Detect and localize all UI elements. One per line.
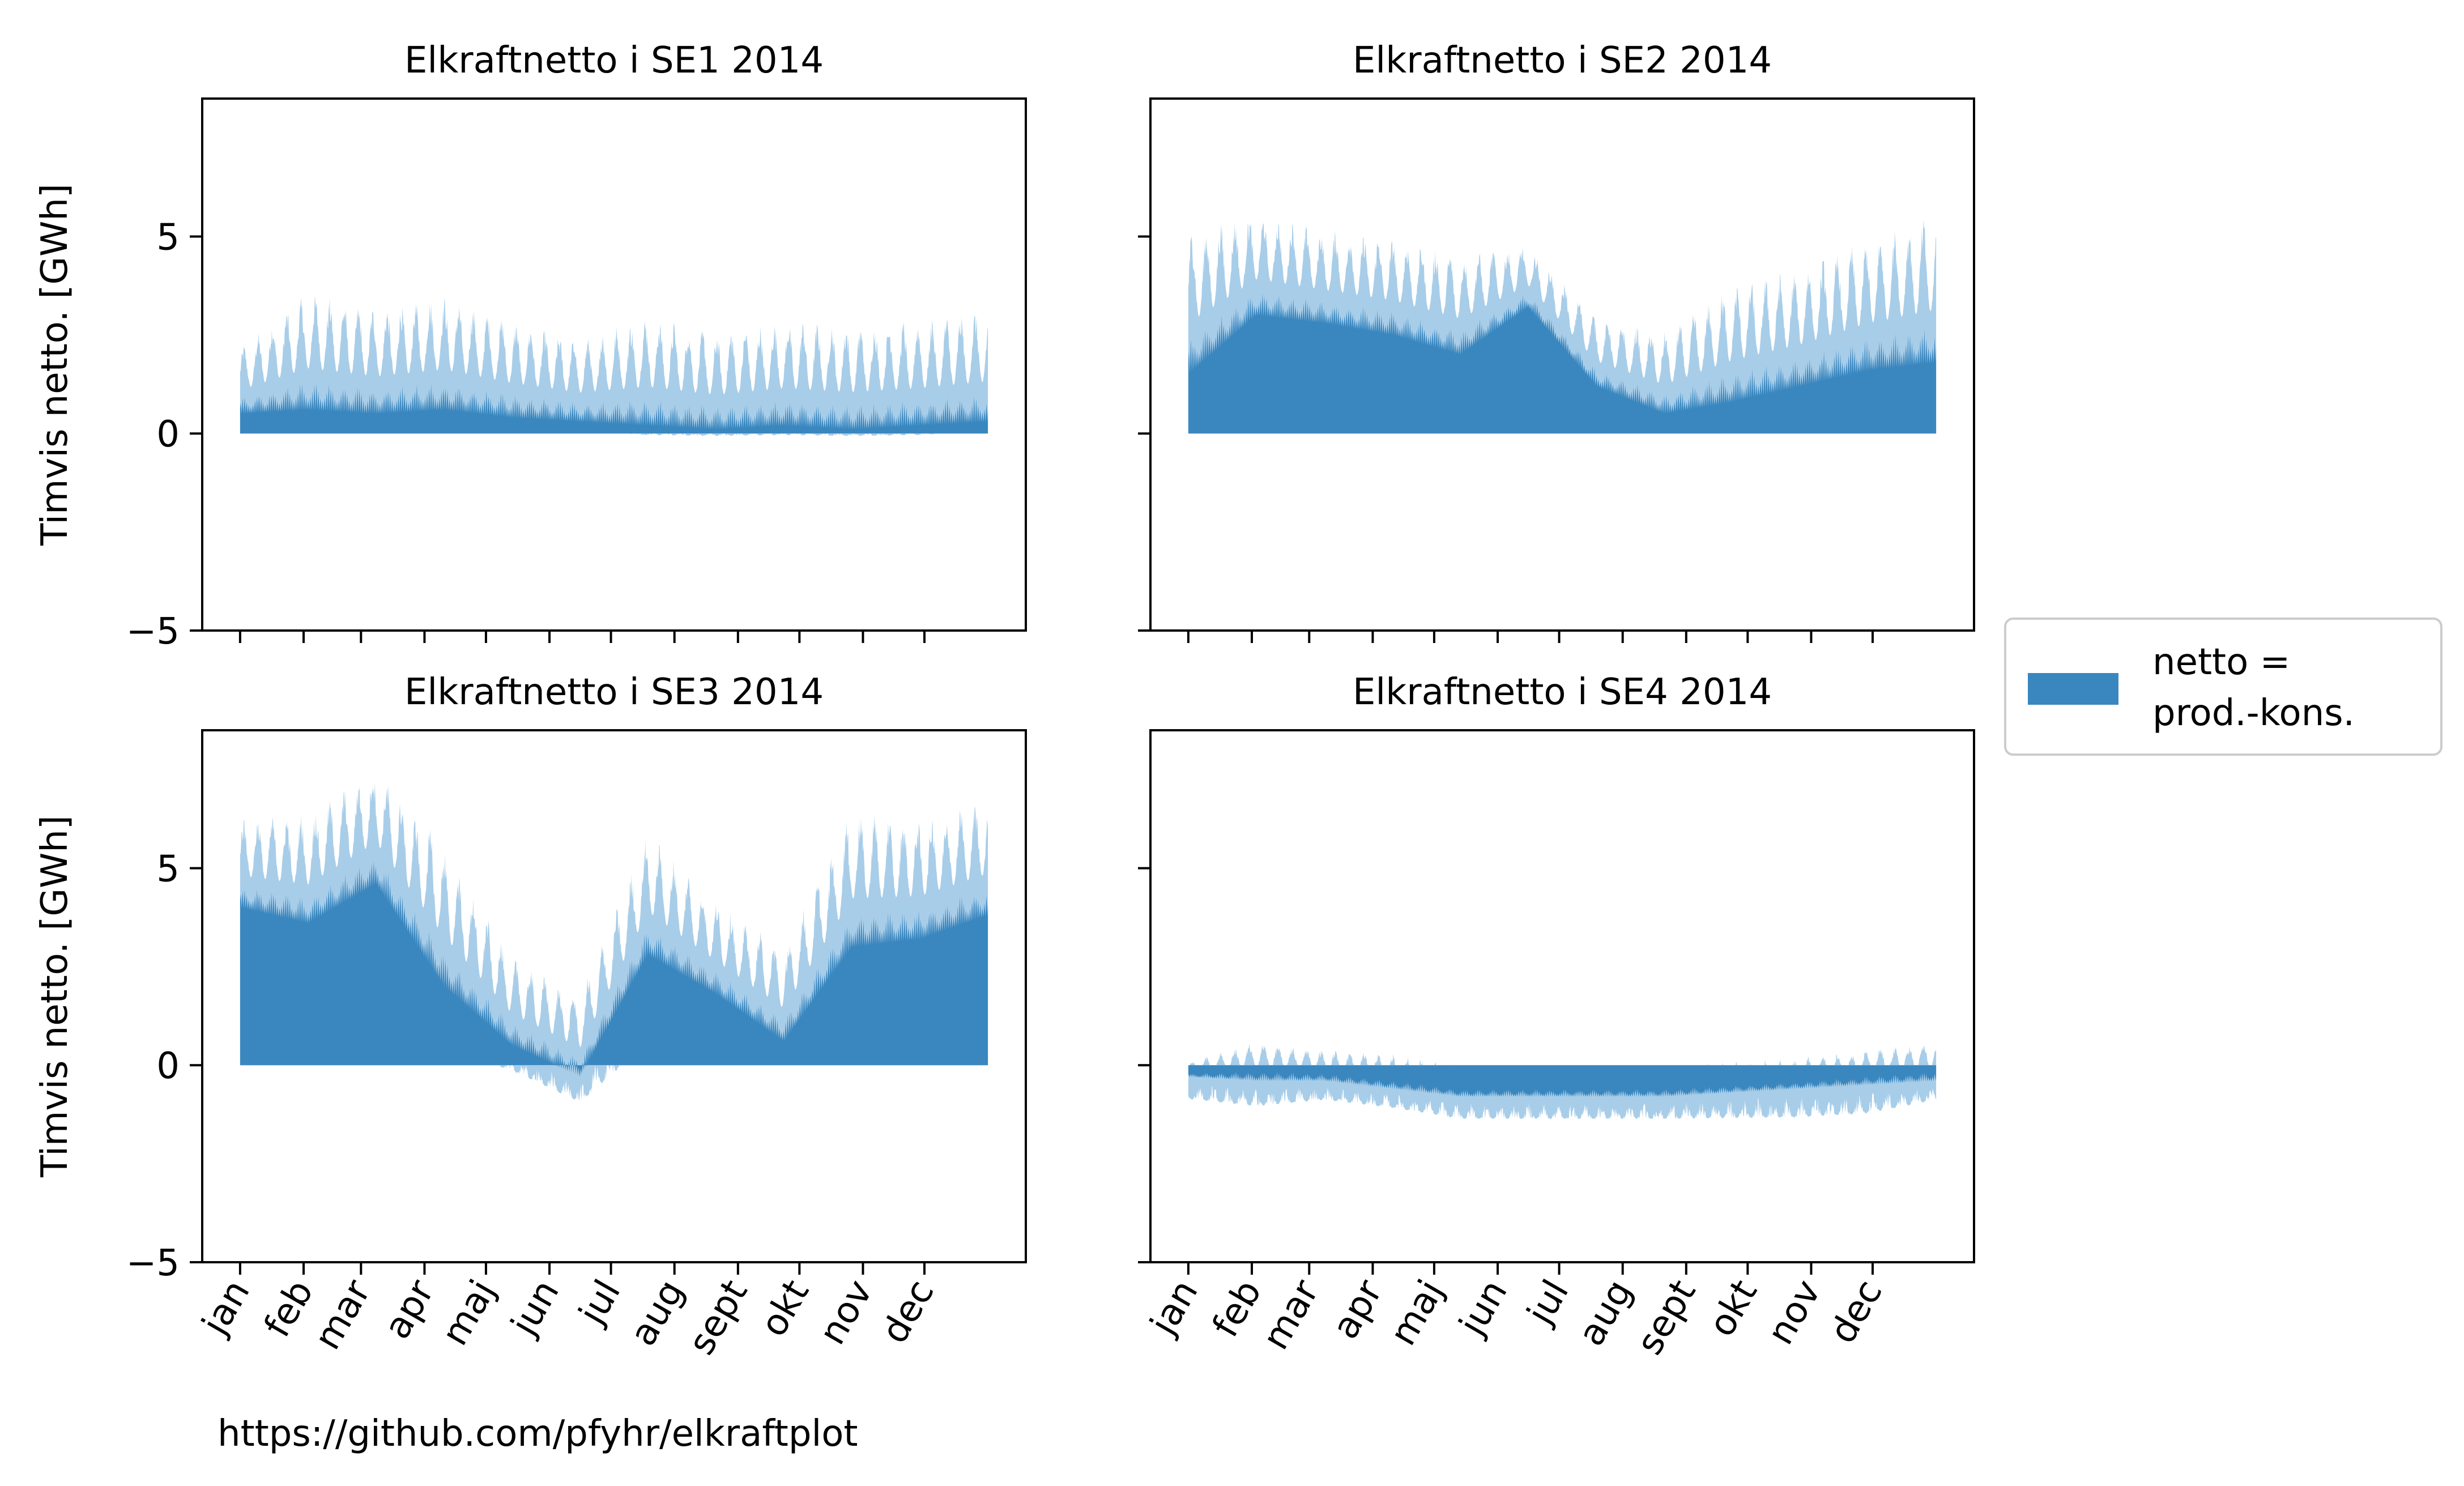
panel-3: Elkraftnetto i SE3 2014 −5 0 5 Timvis netto.… xyxy=(34,671,1027,1362)
series-area-negative-light xyxy=(240,1065,988,1101)
x-tick-label: nov xyxy=(1759,1273,1829,1352)
x-tick-label: apr xyxy=(376,1272,443,1346)
x-tick-label: jan xyxy=(1142,1273,1207,1343)
footer-url: https://github.com/pfyhr/elkraftplot xyxy=(218,1413,858,1455)
axes-frame xyxy=(1149,729,1975,1263)
x-tick-label: jan xyxy=(194,1273,258,1343)
series-area xyxy=(240,861,988,1066)
panel-2: Elkraftnetto i SE2 2014 xyxy=(1138,40,1975,643)
plot-area xyxy=(1188,1044,1937,1119)
y-tick-label: 0 xyxy=(156,1045,180,1087)
axes-frame xyxy=(1149,97,1975,632)
series-area-negative xyxy=(1188,1065,1937,1097)
x-tick-label: jun xyxy=(502,1273,568,1343)
y-tick-label: 0 xyxy=(156,414,180,455)
x-tick-label: apr xyxy=(1324,1272,1391,1346)
x-tick-label: dec xyxy=(873,1273,943,1351)
x-tick-label: okt xyxy=(1700,1273,1766,1344)
series-area xyxy=(1188,293,1937,434)
axes-frame xyxy=(201,729,1027,1263)
x-tick-label: jul xyxy=(1519,1273,1577,1332)
x-tick-label: maj xyxy=(1382,1273,1452,1352)
x-tick-label: dec xyxy=(1822,1273,1891,1351)
y-tick-label: 5 xyxy=(156,848,180,890)
x-tick-label: mar xyxy=(306,1272,379,1356)
legend-swatch xyxy=(2028,673,2118,705)
series-area-light xyxy=(1188,1044,1937,1086)
x-tick-label: nov xyxy=(811,1273,881,1352)
y-axis-label: Timvis netto. [GWh] xyxy=(34,815,76,1178)
x-tick-label: mar xyxy=(1255,1272,1327,1356)
panel-title: Elkraftnetto i SE4 2014 xyxy=(1353,671,1772,713)
legend-label-line-1: netto = xyxy=(2152,641,2290,683)
panel-1: Elkraftnetto i SE1 2014 −5 0 5 Timvis netto.… xyxy=(34,40,1027,653)
panel-title: Elkraftnetto i SE1 2014 xyxy=(404,40,824,82)
x-tick-label: sept xyxy=(1629,1273,1704,1362)
x-tick-label: jul xyxy=(570,1273,629,1332)
y-axis-label: Timvis netto. [GWh] xyxy=(34,184,76,546)
legend: netto = prod.-kons. xyxy=(2004,618,2442,756)
x-tick-label: sept xyxy=(680,1273,756,1362)
plot-area xyxy=(240,782,988,1101)
series-area xyxy=(240,383,988,434)
plot-area xyxy=(1188,219,1937,434)
y-tick-label: 5 xyxy=(156,216,180,258)
panel-4: Elkraftnetto i SE4 2014janfebmaraprmajju… xyxy=(1138,671,1975,1362)
x-tick-label: okt xyxy=(752,1273,817,1344)
axes-frame xyxy=(201,97,1027,632)
legend-box xyxy=(2004,618,2442,756)
series-area-negative xyxy=(240,1065,988,1077)
x-tick-label: maj xyxy=(434,1273,504,1352)
panel-title: Elkraftnetto i SE2 2014 xyxy=(1353,40,1772,82)
legend-label-line-2: prod.-kons. xyxy=(2152,692,2355,734)
y-tick-label: −5 xyxy=(126,1242,180,1284)
series-area-negative-light xyxy=(240,433,988,436)
panel-title: Elkraftnetto i SE3 2014 xyxy=(404,671,824,713)
x-tick-label: jun xyxy=(1451,1273,1516,1343)
y-tick-label: −5 xyxy=(126,611,180,653)
plot-area xyxy=(240,295,988,436)
